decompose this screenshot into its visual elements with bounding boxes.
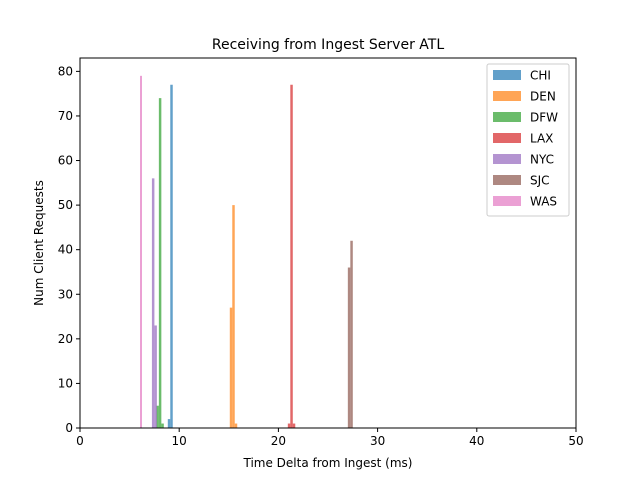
legend-swatch-lax	[493, 133, 521, 143]
legend-label-den: DEN	[530, 90, 556, 104]
y-tick-label: 20	[58, 332, 73, 346]
y-tick-label: 0	[65, 421, 73, 435]
legend-swatch-dfw	[493, 112, 521, 122]
bar-lax	[290, 84, 293, 429]
legend-swatch-nyc	[493, 154, 521, 164]
y-tick-label: 60	[58, 154, 73, 168]
bar-den	[232, 205, 235, 428]
y-tick-label: 30	[58, 287, 73, 301]
bar-dfw	[161, 423, 164, 428]
legend: CHI DEN DFW LAX NYC SJC WAS	[486, 63, 570, 217]
y-tick-label: 40	[58, 243, 73, 257]
bar-lax	[292, 423, 296, 428]
y-axis-ticks: 0 10 20 30 40 50 60 70 80	[58, 64, 80, 435]
legend-swatch-chi	[493, 70, 521, 80]
bars-group	[140, 75, 353, 429]
legend-label-nyc: NYC	[530, 153, 554, 167]
x-tick-label: 50	[568, 434, 583, 448]
legend-label-dfw: DFW	[530, 111, 558, 125]
bar-chi	[167, 419, 171, 428]
y-tick-label: 80	[58, 64, 73, 78]
bar-nyc	[151, 178, 155, 428]
legend-swatch-was	[493, 196, 521, 206]
y-tick-label: 50	[58, 198, 73, 212]
bar-was	[140, 75, 142, 428]
bar-den	[229, 307, 233, 428]
legend-label-lax: LAX	[530, 132, 553, 146]
legend-swatch-den	[493, 91, 521, 101]
bar-sjc	[350, 240, 353, 428]
bar-chi	[170, 84, 173, 429]
bar-dfw	[158, 98, 162, 428]
x-axis-label: Time Delta from Ingest (ms)	[243, 456, 413, 470]
legend-swatch-sjc	[493, 175, 521, 185]
x-tick-label: 10	[172, 434, 187, 448]
x-tick-label: 40	[469, 434, 484, 448]
x-tick-label: 0	[76, 434, 84, 448]
legend-label-was: WAS	[530, 195, 557, 209]
bar-den	[234, 423, 238, 428]
bar-sjc	[347, 267, 351, 428]
y-axis-label: Num Client Requests	[32, 180, 46, 306]
bar-nyc	[154, 325, 157, 428]
legend-label-chi: CHI	[530, 69, 551, 83]
x-axis-ticks: 0 10 20 30 40 50	[76, 428, 584, 448]
bar-lax	[287, 423, 291, 428]
y-tick-label: 70	[58, 109, 73, 123]
bar-dfw	[156, 405, 159, 428]
y-tick-label: 10	[58, 376, 73, 390]
x-tick-label: 20	[271, 434, 286, 448]
x-tick-label: 30	[370, 434, 385, 448]
chart-title: Receiving from Ingest Server ATL	[212, 37, 444, 53]
plot-frame	[79, 57, 577, 429]
legend-label-sjc: SJC	[530, 174, 550, 188]
